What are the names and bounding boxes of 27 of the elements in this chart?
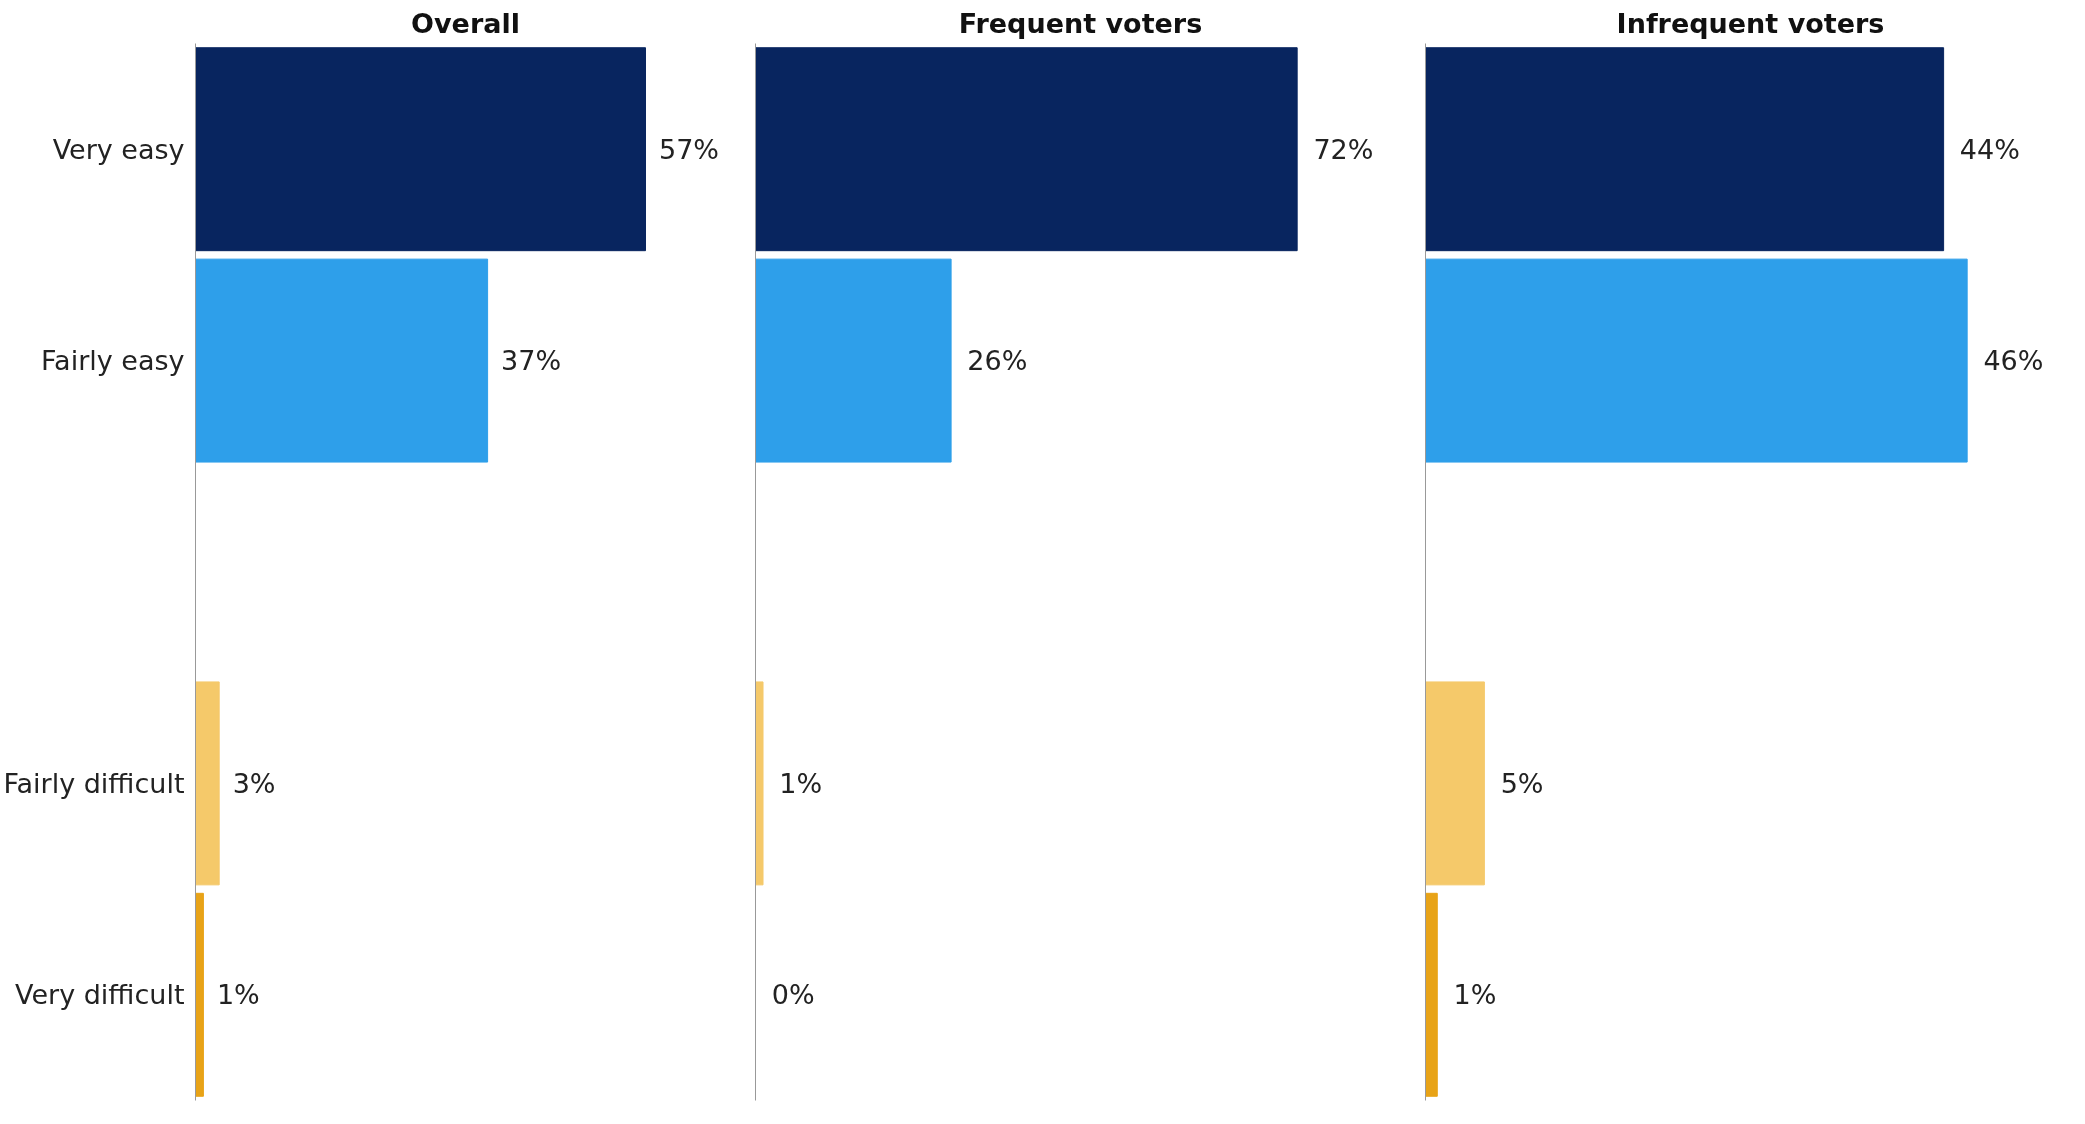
data-label: 26% <box>967 345 1028 377</box>
y-tick-label: Fairly difficult <box>3 767 185 799</box>
bar <box>1425 892 1438 1097</box>
data-label: 1% <box>1453 979 1497 1011</box>
data-label: 44% <box>1959 133 2020 165</box>
data-label: 37% <box>501 345 562 377</box>
y-tick-label: Very easy <box>52 133 185 165</box>
data-label: 0% <box>771 979 815 1011</box>
data-label: 3% <box>232 767 276 799</box>
bar <box>195 681 220 886</box>
chart-title: Frequent voters <box>958 7 1203 39</box>
data-label: 1% <box>216 979 260 1011</box>
data-label: 5% <box>1500 767 1544 799</box>
chart-title: Overall <box>411 7 520 39</box>
bar <box>195 47 646 252</box>
y-tick-label: Very difficult <box>15 979 185 1011</box>
bar <box>195 258 489 463</box>
bar <box>1425 47 1945 252</box>
bar <box>1425 258 1968 463</box>
data-label: 72% <box>1313 133 1374 165</box>
data-label: 57% <box>659 133 720 165</box>
data-label: 1% <box>779 767 823 799</box>
y-tick-label: Fairly easy <box>41 345 185 377</box>
chart-title: Infrequent voters <box>1616 7 1885 39</box>
data-label: 46% <box>1983 345 2044 377</box>
bar <box>1425 681 1485 886</box>
bar <box>195 892 204 1097</box>
